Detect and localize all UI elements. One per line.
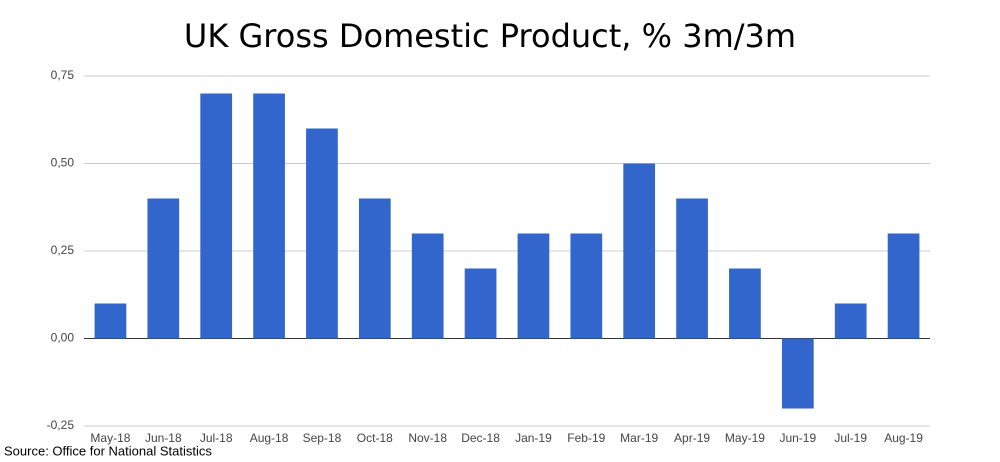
x-tick-label: Feb-19 (567, 431, 605, 445)
bar (570, 233, 603, 339)
bar (411, 233, 444, 339)
bar (676, 198, 708, 339)
x-tick-label: May-19 (725, 431, 765, 445)
y-tick-label: 0,50 (51, 156, 75, 170)
bar (729, 268, 761, 339)
bar (147, 198, 180, 339)
source-note: Source: Office for National Statistics (4, 443, 212, 458)
x-tick-label: Jun-18 (145, 431, 182, 445)
x-tick-label: May-18 (90, 431, 130, 445)
bar (253, 93, 285, 339)
x-tick-label: Jan-19 (515, 431, 552, 445)
y-tick-label: -0,25 (47, 418, 75, 432)
x-tick-label: Apr-19 (674, 431, 710, 445)
bar (887, 233, 920, 339)
x-tick-label: Aug-18 (250, 431, 289, 445)
x-tick-label: Oct-18 (357, 431, 393, 445)
y-tick-label: 0,75 (51, 68, 75, 82)
x-tick-label: Jul-18 (200, 431, 233, 445)
chart-title: UK Gross Domestic Product, % 3m/3m (184, 17, 796, 55)
x-tick-label: Sep-18 (303, 431, 342, 445)
bar (517, 233, 550, 339)
bar (200, 93, 233, 339)
bar (834, 303, 867, 339)
x-tick-label: Dec-18 (461, 431, 500, 445)
x-tick-label: Jun-19 (779, 431, 816, 445)
x-tick-label: Mar-19 (620, 431, 658, 445)
bar (358, 198, 391, 339)
bar (306, 128, 338, 339)
bar (623, 163, 656, 339)
x-tick-label: Jul-19 (834, 431, 867, 445)
x-tick-label: Nov-18 (408, 431, 447, 445)
x-tick-label: Aug-19 (884, 431, 923, 445)
bar (94, 303, 127, 339)
y-tick-label: 0,25 (51, 243, 75, 257)
bar (464, 268, 497, 339)
bar (781, 338, 814, 409)
y-tick-label: 0,00 (51, 331, 75, 345)
